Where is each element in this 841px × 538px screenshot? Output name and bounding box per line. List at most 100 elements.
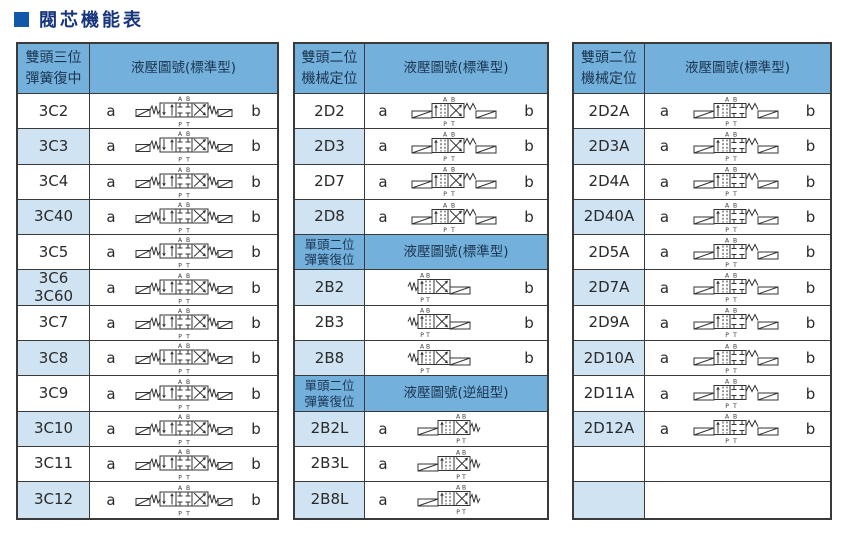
solenoid-b-label: b (251, 384, 261, 403)
port-label: T (185, 475, 190, 482)
port-label: A (177, 379, 182, 386)
solenoid-b-label: b (524, 208, 534, 227)
header-diagram-label: 液壓圖號(標準型) (403, 244, 509, 261)
model-label: 3C10 (33, 419, 74, 438)
port-label: P (725, 156, 729, 162)
port-label: T (450, 121, 455, 127)
header-diagram-label: 液壓圖號(標準型) (403, 60, 509, 77)
port-label: T (185, 298, 190, 305)
solenoid-a-label: a (106, 172, 116, 191)
header-diagram-label: 液壓圖號(標準型) (684, 60, 791, 77)
solenoid-a-label: a (378, 102, 388, 121)
model-label: 2B3L (310, 454, 349, 473)
port-label: A (177, 485, 182, 492)
port-label: P (443, 191, 447, 197)
model-label: 2D40A (583, 207, 635, 226)
solenoid-b-label: b (251, 278, 261, 297)
solenoid-b-label: b (805, 349, 816, 368)
port-label: A (177, 237, 182, 244)
solenoid-b-label: b (251, 172, 261, 191)
port-label: B (426, 308, 430, 315)
model-label: 2D11A (583, 383, 635, 402)
model-label: 3C12 (33, 490, 74, 509)
page-title-text: 閥芯機能表 (39, 10, 144, 31)
port-label: P (725, 438, 729, 444)
model-cell-3C12: 3C12 (18, 482, 90, 518)
port-label: A (443, 131, 448, 138)
column-header-diagram: 液壓圖號(逆組型) (365, 376, 547, 412)
solenoid-a-label: a (659, 208, 670, 227)
port-label: B (732, 414, 736, 421)
port-label: B (451, 96, 455, 103)
port-label: A (443, 202, 448, 209)
model-cell-3C8: 3C8 (18, 341, 90, 377)
port-label: T (732, 332, 737, 338)
port-label: A (177, 308, 182, 315)
port-label: P (178, 333, 182, 340)
port-label: T (185, 510, 190, 517)
solenoid-a-label: a (106, 137, 116, 156)
model-label: 2B3 (314, 313, 345, 332)
port-label: B (451, 167, 455, 174)
port-label: T (185, 192, 190, 199)
model-cell-2D3A: 2D3A (574, 129, 645, 165)
port-label: P (456, 438, 460, 444)
port-label: P (443, 121, 447, 127)
solenoid-a-label: a (659, 349, 670, 368)
solenoid-a-label: a (106, 313, 116, 332)
header-diagram-label: 液壓圖號(逆組型) (403, 385, 509, 402)
solenoid-a-label: a (659, 313, 670, 332)
port-label: A (177, 202, 182, 209)
port-label: A (456, 485, 461, 492)
port-label: P (178, 369, 182, 376)
column-header-type: 雙頭三位 彈簧復中 (18, 44, 90, 94)
port-label: A (443, 167, 448, 174)
column-header-diagram: 液壓圖號(標準型) (365, 235, 547, 271)
column-header-diagram: 液壓圖號(標準型) (365, 44, 547, 94)
port-label: T (732, 121, 737, 127)
model-cell-2B8: 2B8 (295, 341, 365, 377)
port-label: T (461, 474, 466, 480)
model-label: 2D5A (588, 242, 630, 261)
header-type-label: 雙頭三位 彈簧復中 (25, 50, 82, 87)
model-cell-3C5: 3C5 (18, 235, 90, 271)
model-cell-2D7A: 2D7A (574, 270, 645, 306)
header-type-label: 雙頭二位 機械定位 (301, 50, 358, 87)
model-cell-2B3: 2B3 (295, 305, 365, 342)
port-label: P (456, 509, 460, 515)
model-cell-3C7: 3C7 (18, 305, 90, 342)
solenoid-a-label: a (659, 384, 670, 403)
port-label: P (420, 297, 424, 303)
solenoid-a-label: a (659, 172, 670, 191)
model-label: 2D12A (583, 419, 635, 438)
solenoid-a-label: a (659, 278, 670, 297)
port-label: B (426, 273, 430, 280)
column-header-type: 雙頭二位 機械定位 (295, 44, 365, 94)
header-type-label: 雙頭二位 機械定位 (581, 50, 637, 87)
empty-model-cell (574, 482, 645, 518)
page-title: 閥芯機能表 (14, 6, 144, 32)
port-label: B (185, 131, 189, 138)
model-cell-3C4: 3C4 (18, 164, 90, 200)
column-header-type: 單頭二位 彈簧復位 (295, 235, 365, 271)
